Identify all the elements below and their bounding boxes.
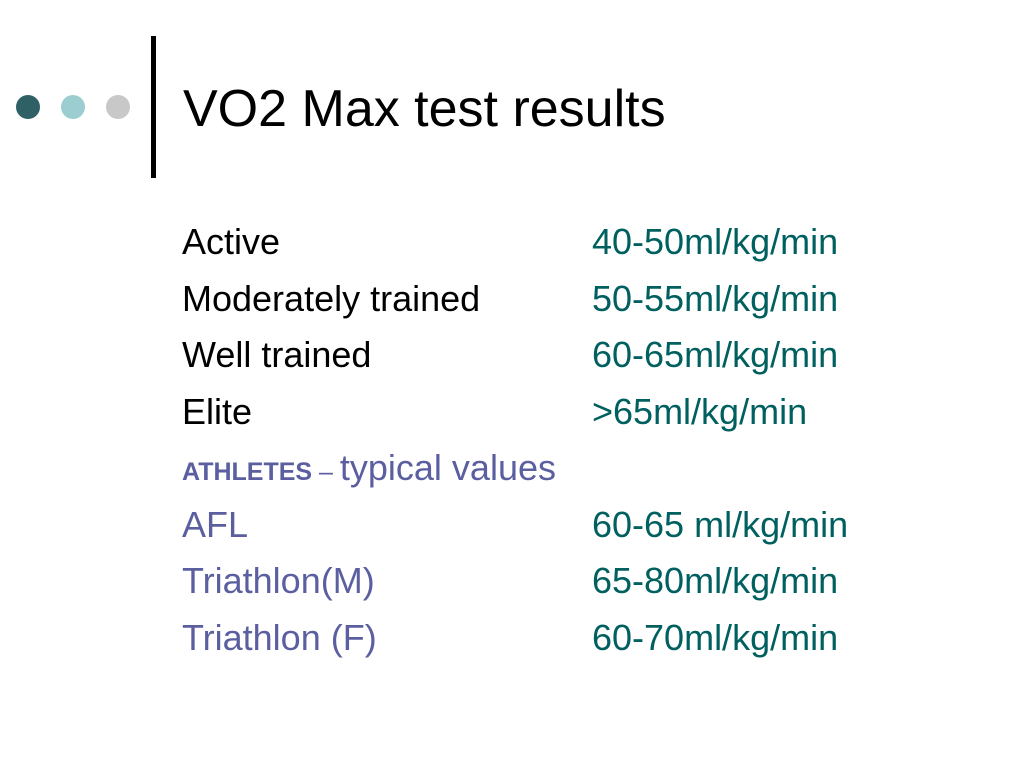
athletes-heading-dash: – xyxy=(312,458,340,486)
decorative-dots xyxy=(16,95,134,119)
level-row-moderately-trained: Moderately trained 50-55ml/kg/min xyxy=(182,271,1002,328)
athletes-heading: ATHLETES – typical values xyxy=(182,440,1002,497)
dot-dark-teal-icon xyxy=(16,95,40,119)
dot-grey-icon xyxy=(106,95,130,119)
athletes-heading-strong: ATHLETES xyxy=(182,458,313,486)
athlete-value: 60-70ml/kg/min xyxy=(592,616,839,658)
athletes-heading-rest: typical values xyxy=(339,447,556,488)
results-list: Active 40-50ml/kg/min Moderately trained… xyxy=(182,214,1002,666)
level-label: Well trained xyxy=(182,334,372,375)
athlete-label: Triathlon (F) xyxy=(182,616,377,658)
level-value: >65ml/kg/min xyxy=(592,390,808,432)
slide-title: VO2 Max test results xyxy=(183,80,666,138)
level-label: Active xyxy=(182,221,281,262)
level-value: 40-50ml/kg/min xyxy=(592,221,839,262)
athlete-label: AFL xyxy=(182,503,249,545)
level-label: Elite xyxy=(182,390,253,432)
level-value: 50-55ml/kg/min xyxy=(592,277,839,319)
level-label: Moderately trained xyxy=(182,277,481,319)
athlete-row-triathlon-m: Triathlon(M) 65-80ml/kg/min xyxy=(182,553,1002,610)
level-row-elite: Elite >65ml/kg/min xyxy=(182,384,1002,441)
dot-light-teal-icon xyxy=(61,95,85,119)
level-row-well-trained: Well trained 60-65ml/kg/min xyxy=(182,327,1002,384)
title-divider xyxy=(151,36,156,178)
level-row-active: Active 40-50ml/kg/min xyxy=(182,214,1002,271)
athlete-row-afl: AFL 60-65 ml/kg/min xyxy=(182,497,1002,554)
athlete-value: 65-80ml/kg/min xyxy=(592,560,839,601)
level-value: 60-65ml/kg/min xyxy=(592,334,839,375)
athlete-row-triathlon-f: Triathlon (F) 60-70ml/kg/min xyxy=(182,610,1002,667)
athlete-value: 60-65 ml/kg/min xyxy=(592,503,849,545)
athlete-label: Triathlon(M) xyxy=(182,560,375,601)
